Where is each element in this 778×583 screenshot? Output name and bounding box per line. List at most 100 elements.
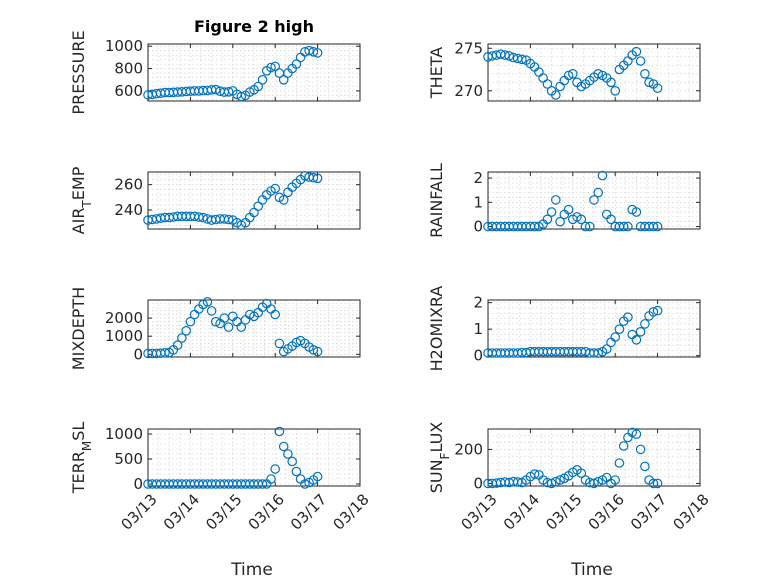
data-point [160,347,170,358]
data-point [640,461,650,472]
data-point [308,172,319,183]
data-point [563,204,574,215]
data-point [576,214,587,225]
data-point [500,50,510,60]
data-point [652,305,663,316]
data-point [274,426,285,437]
data-point [542,214,553,225]
x-axis-label: Time [230,560,273,580]
x-tick-label: 03/15 [542,490,585,533]
data-point [648,307,659,317]
data-point [635,56,646,66]
axes-frame [147,171,361,230]
data-point [546,478,557,489]
x-tick-label: 03/16 [585,490,628,533]
data-point [211,316,221,327]
data-point [304,45,314,56]
data-point [312,471,323,482]
x-tick-label: 03/18 [329,490,372,533]
data-point [550,195,561,205]
y-tick-label: 240 [114,201,143,219]
data-point [576,468,587,478]
data-point [257,75,268,85]
data-point [550,90,561,100]
data-point [593,69,603,79]
data-point [223,214,234,225]
data-point [274,338,285,349]
data-point [640,69,650,79]
data-point [635,326,646,337]
data-point [652,221,663,232]
data-point [278,441,289,452]
y-tick-label: 1 [473,193,483,211]
y-tick-label: 0 [133,475,143,493]
data-point [652,83,663,93]
data-point [610,332,620,342]
data-point [614,458,625,468]
x-axis-label: Time [570,560,613,580]
subplot-terr-msl: 0 500 1000 TERRMSL 03/13 03/14 03/15 03/16 03/17… [69,422,373,580]
y-axis-label: TERRMSL [69,422,94,495]
data-point [631,429,642,439]
y-tick-label: 500 [114,450,143,468]
data-point [202,296,213,307]
y-tick-label: 1 [473,320,483,338]
data-point [648,221,659,232]
data-point [648,478,659,489]
data-point [567,69,578,79]
x-tick-label: 03/13 [457,490,500,533]
subplot-h2omixra: 0 1 2 H2OMIXRA [427,286,701,371]
data-point [593,476,603,487]
y-tick-label: 200 [454,440,483,458]
data-point [652,478,663,489]
y-tick-label: 1000 [105,425,143,443]
data-point [253,81,264,92]
x-tick-label: 03/13 [117,490,160,533]
data-point [555,216,565,227]
data-point [589,195,599,205]
data-point [223,87,234,97]
data-point [606,214,616,225]
y-tick-label: 0 [133,345,143,363]
axes-frame [487,43,701,102]
data-point [597,170,608,181]
x-tick-label: 03/14 [160,490,203,533]
data-point [593,187,603,198]
data-point [283,449,293,459]
data-point [550,476,561,487]
y-axis-label: RAINFALL [427,163,446,238]
subplot-theta: 270 275 THETA [427,39,701,102]
axes-frame [147,299,361,358]
data-point [177,333,187,343]
data-point [236,322,247,332]
data-point [517,54,527,65]
y-tick-label: 2 [473,294,483,312]
data-point [270,183,280,194]
data-point [623,221,633,232]
y-tick-label: 2 [473,169,483,187]
data-point [198,212,208,223]
data-point [211,84,221,95]
y-tick-label: 260 [114,176,143,194]
data-point [614,324,625,334]
y-tick-label: 0 [473,218,483,236]
data-point [308,46,319,57]
axes-frame [487,428,701,487]
data-point [618,441,629,451]
data-point [589,478,599,489]
subplot-rainfall: 0 1 2 RAINFALL [427,163,701,238]
data-point [555,475,565,485]
data-point [631,334,642,345]
chart-title: Figure 2 high [194,17,314,36]
y-tick-label: 270 [454,82,483,100]
y-axis-label: THETA [427,47,446,99]
x-tick-label: 03/16 [245,490,288,533]
data-point [610,475,620,485]
x-tick-label: 03/17 [287,490,330,533]
data-point [584,221,595,232]
data-point [618,221,629,232]
data-point [623,312,633,322]
